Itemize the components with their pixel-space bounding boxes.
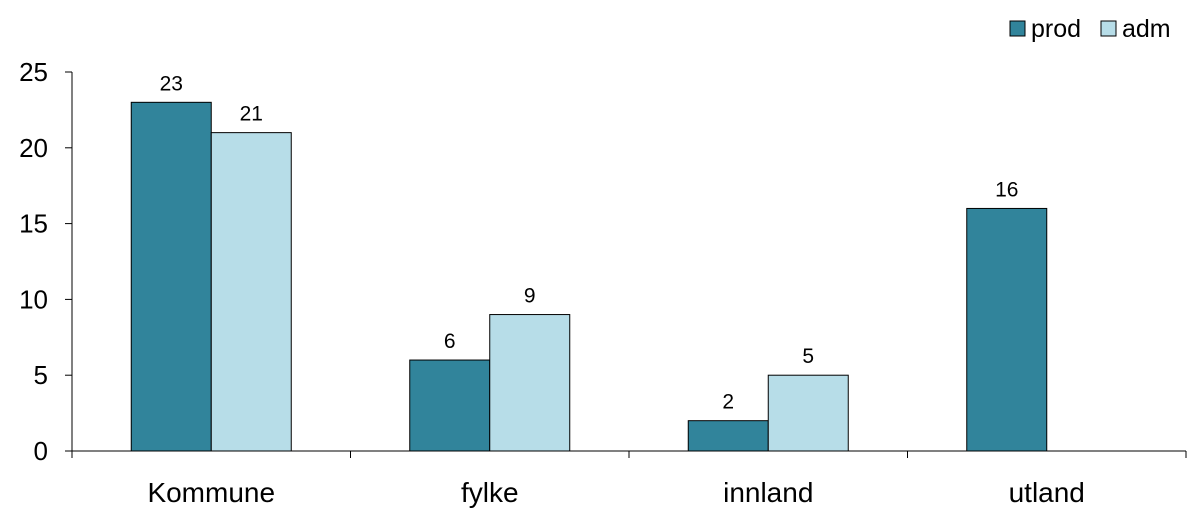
bar-adm [210, 132, 292, 452]
bar-prod [130, 101, 212, 452]
data-label-prod: 6 [444, 330, 456, 353]
bar-adm [767, 374, 849, 452]
bar-prod [687, 420, 769, 452]
data-label-prod: 16 [995, 178, 1018, 201]
x-category-label: innland [723, 477, 813, 508]
y-tick-label: 0 [34, 436, 48, 466]
y-tick-label: 5 [34, 360, 48, 390]
bar-prod [966, 207, 1048, 452]
data-label-adm: 9 [524, 285, 536, 308]
bar-prod [409, 359, 491, 452]
x-category-label: utland [1009, 477, 1085, 508]
data-label-prod: 23 [160, 72, 183, 95]
y-tick-label: 25 [19, 57, 48, 87]
x-category-label: Kommune [147, 477, 275, 508]
legend-swatch-adm [1100, 20, 1117, 37]
legend-swatch-prod [1009, 20, 1026, 37]
y-tick-label: 15 [19, 209, 48, 239]
y-tick-label: 10 [19, 284, 48, 314]
data-label-adm: 21 [240, 103, 263, 126]
bar-adm [489, 314, 571, 452]
x-category-label: fylke [461, 477, 519, 508]
data-label-adm: 5 [802, 345, 814, 368]
legend-label-adm: adm [1122, 15, 1171, 43]
legend-label-prod: prod [1031, 15, 1081, 43]
y-tick-label: 20 [19, 133, 48, 163]
data-label-prod: 2 [722, 391, 734, 414]
